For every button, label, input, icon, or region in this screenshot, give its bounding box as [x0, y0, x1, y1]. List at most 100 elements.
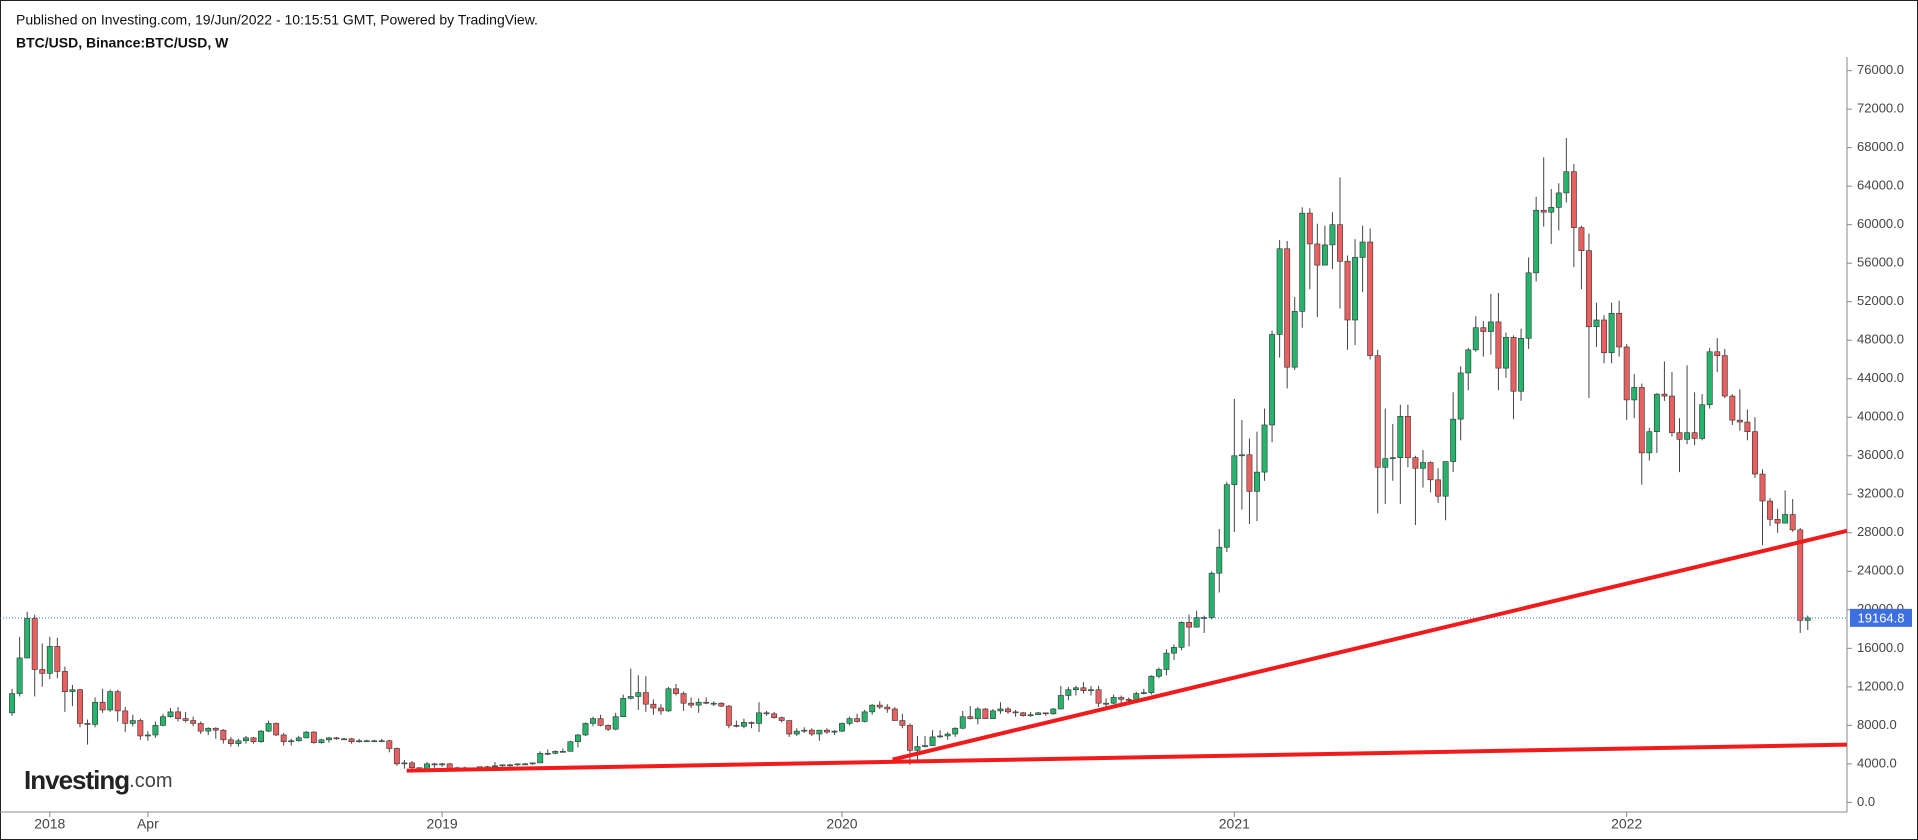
- candle-body: [1714, 351, 1721, 356]
- x-tick-label: 2020: [826, 816, 857, 832]
- candle-body: [1148, 675, 1155, 693]
- x-tick-label: 2022: [1611, 816, 1642, 832]
- candle-body: [69, 689, 76, 692]
- trend-line: [892, 528, 1848, 762]
- published-note: Published on Investing.com, 19/Jun/2022 …: [16, 12, 538, 28]
- candle-body: [620, 698, 627, 717]
- y-tick-label: 16000.0: [1857, 640, 1904, 655]
- candle-body: [1487, 321, 1494, 332]
- candle-body: [1450, 418, 1457, 462]
- candle-body: [529, 762, 536, 765]
- x-tick-label: 2018: [34, 816, 65, 832]
- y-tick-label: 4000.0: [1857, 755, 1897, 770]
- candle-body: [1337, 224, 1343, 262]
- candle-body: [190, 720, 197, 724]
- candle-body: [756, 712, 762, 724]
- candle-body: [1706, 351, 1713, 406]
- candle-body: [944, 733, 951, 737]
- candle-body: [9, 693, 16, 714]
- candle-body: [1752, 431, 1758, 475]
- candle-body: [1103, 702, 1110, 705]
- candle-body: [899, 720, 906, 726]
- candle-body: [914, 746, 921, 751]
- candle-body: [997, 708, 1004, 712]
- candle-body: [356, 740, 363, 743]
- candle-body: [1540, 209, 1547, 213]
- y-tick-label: 72000.0: [1857, 101, 1904, 116]
- candle-body: [1533, 209, 1540, 274]
- candle-body: [1261, 424, 1268, 473]
- candle-body: [1789, 514, 1796, 531]
- candle-body: [1442, 461, 1449, 497]
- candle-body: [152, 725, 159, 736]
- candle-body: [499, 764, 506, 767]
- candle-body: [740, 722, 747, 727]
- candle-body: [906, 725, 913, 751]
- candle-body: [1646, 431, 1653, 454]
- candle-body: [1525, 272, 1532, 339]
- candle-body: [1563, 171, 1570, 194]
- candle-body: [107, 691, 114, 711]
- y-tick-label: 0.0: [1857, 794, 1875, 809]
- candle-body: [1804, 617, 1811, 621]
- candle-body: [876, 704, 883, 708]
- candle-body: [84, 723, 91, 725]
- candle-body: [24, 618, 31, 659]
- candle-body: [544, 752, 551, 755]
- candle-body: [1065, 689, 1072, 696]
- candle-body: [1042, 712, 1049, 715]
- candle-body: [1276, 248, 1283, 335]
- candle-body: [1593, 319, 1600, 328]
- candle-body: [77, 689, 83, 724]
- candle-body: [409, 762, 415, 769]
- candle-body: [695, 701, 702, 706]
- candle-body: [250, 737, 257, 743]
- candle-body: [861, 711, 868, 722]
- y-tick-label: 56000.0: [1857, 255, 1904, 270]
- candle-body: [688, 702, 695, 706]
- candle-body: [748, 722, 755, 724]
- candle-body: [227, 739, 234, 744]
- candle-body: [1155, 669, 1162, 677]
- candle-body: [182, 718, 189, 721]
- y-tick-label: 64000.0: [1857, 178, 1904, 193]
- candle-body: [937, 735, 944, 738]
- candle-body: [1555, 192, 1562, 208]
- candle-body: [1012, 711, 1019, 714]
- candle-body: [1570, 171, 1577, 228]
- candle-body: [1171, 647, 1177, 654]
- candle-body: [1095, 689, 1102, 704]
- candle-body: [1435, 479, 1442, 497]
- candle-body: [1653, 393, 1660, 432]
- candle-body: [393, 748, 400, 765]
- candle-body: [288, 740, 295, 743]
- candle-body: [431, 763, 438, 766]
- logo-name: Investing: [24, 765, 129, 795]
- candle-body: [54, 646, 61, 672]
- candle-body: [582, 723, 589, 736]
- candle-body: [1238, 454, 1245, 457]
- candle-body: [1291, 311, 1298, 368]
- candle-body: [642, 692, 649, 705]
- candle-body: [522, 763, 529, 766]
- candle-body: [1412, 457, 1419, 469]
- last-price-label: 19164.8: [1858, 610, 1905, 625]
- candle-body: [763, 712, 770, 715]
- candle-body: [718, 702, 725, 707]
- candle-body: [303, 731, 310, 739]
- candle-body: [439, 763, 446, 766]
- candle-body: [808, 729, 815, 735]
- candle-body: [989, 710, 996, 719]
- candle-body: [959, 716, 966, 729]
- candle-body: [341, 738, 347, 741]
- candle-body: [816, 729, 823, 735]
- logo: Investing.com: [24, 765, 172, 795]
- candle-body: [952, 727, 959, 735]
- y-tick-label: 12000.0: [1857, 678, 1904, 693]
- candle-body: [1676, 432, 1683, 440]
- candle-body: [1586, 250, 1592, 328]
- y-tick-label: 48000.0: [1857, 332, 1904, 347]
- candle-body: [1638, 387, 1645, 454]
- candle-body: [650, 703, 657, 709]
